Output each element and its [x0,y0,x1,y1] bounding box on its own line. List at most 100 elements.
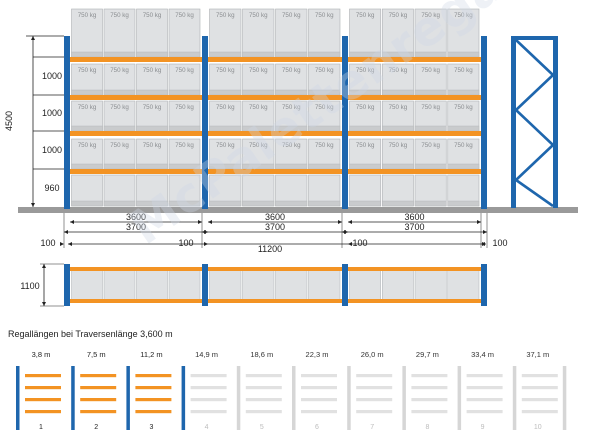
legend-number: 7 [370,424,374,431]
pitch-label: 3700 [126,222,146,232]
pallet-weight-label: 750 kg [249,12,268,19]
pallet-weight-label: 750 kg [110,67,129,74]
upright-top [342,264,348,306]
pallet-weight-label: 750 kg [315,142,334,149]
pallet-top [382,267,414,303]
legend-beam [301,374,337,378]
end-gap-label: 100 [178,238,193,248]
beam [208,95,342,100]
pallet-base [382,51,414,58]
pallet-base [382,163,414,170]
pallet-weight-label: 750 kg [315,104,334,111]
pallet-base [275,89,308,96]
pallet-base [71,125,103,132]
beam-top [348,267,481,271]
arrowhead [198,220,202,224]
pallet-weight-label: 750 kg [216,67,235,74]
pallet-top [168,267,201,303]
legend-beam [411,410,448,414]
front-elevation: 750 kg 750 kg 750 kg 750 kg 750 kg 750 kg 750 … [18,8,578,213]
level-height-label: 1000 [42,145,62,155]
arrowhead [481,242,485,246]
pallet-base [103,163,136,170]
legend-number: 9 [481,424,485,431]
frame-top-brace [511,36,558,40]
pallet [414,8,447,58]
legend-beam [356,398,393,402]
pallet-base [168,51,201,58]
pallet-weight-label: 750 kg [249,67,268,74]
pallet-base [349,125,381,132]
pallet [308,8,341,58]
legend-beam [245,410,282,414]
beam-length-label: 3600 [265,212,285,222]
frame-diagonal [515,109,554,146]
beam-top [208,267,342,271]
legend-length-label: 33,4 m [471,350,494,359]
arrowhead [31,36,35,40]
arrowhead [68,242,72,246]
pallet [381,8,414,58]
pallet-base [71,51,103,58]
pallet-base [242,51,275,58]
pallet-base [103,89,136,96]
arrowhead [477,220,481,224]
pallet-weight-label: 750 kg [454,67,473,74]
pallet [168,8,201,58]
pallet-top [103,267,136,303]
legend-upright [71,366,75,430]
arrowhead [338,220,342,224]
legend-upright-active-end [181,366,186,430]
legend-beam [411,398,448,402]
pallet-weight-label: 750 kg [110,104,129,111]
legend-length-label: 14,9 m [195,350,218,359]
pallet-base [382,125,414,132]
legend-beam [411,386,448,390]
pallet-weight-label: 750 kg [143,67,162,74]
pallet-weight-label: 750 kg [78,104,97,111]
pallet-weight-label: 750 kg [315,67,334,74]
pallet-base [242,163,275,170]
legend-beam [135,410,172,414]
upright-top [481,264,487,306]
pallet [136,8,168,58]
legend-length-label: 37,1 m [526,350,549,359]
depth-label: 1100 [20,281,39,291]
pallet-base [308,163,341,170]
arrowhead [342,230,346,234]
arrowhead [202,230,206,234]
beam [70,57,202,62]
legend-length-label: 18,6 m [250,350,273,359]
legend-length-label: 7,5 m [87,350,106,359]
pallet-base [136,163,168,170]
arrowhead [348,220,352,224]
legend-beam [190,398,227,402]
legend-beam [135,386,172,390]
pallet-top [349,267,381,303]
legend-beam [466,410,503,414]
pallet-weight-label: 750 kg [282,104,301,111]
legend-upright [16,366,20,430]
pallet-base [349,163,381,170]
arrowhead [204,242,208,246]
pallet-base [136,89,168,96]
pallet-top [242,267,275,303]
pallet-weight-label: 750 kg [421,142,440,149]
pallet-base [136,125,168,132]
pallet-weight-label: 750 kg [143,104,162,111]
pallet-base [242,200,275,207]
level-height-label: 1000 [42,71,62,81]
pallet-base [414,89,447,96]
pallet-weight-label: 750 kg [389,142,408,149]
legend-beam [356,410,393,414]
beam-top [348,299,481,303]
legend-beam [301,410,337,414]
legend-beam [190,410,227,414]
arrowhead [208,220,212,224]
pallet-base [414,200,447,207]
pallet-top [209,267,242,303]
pallet-weight-label: 750 kg [249,142,268,149]
pallet [447,8,480,58]
pallet-weight-label: 750 kg [421,104,440,111]
